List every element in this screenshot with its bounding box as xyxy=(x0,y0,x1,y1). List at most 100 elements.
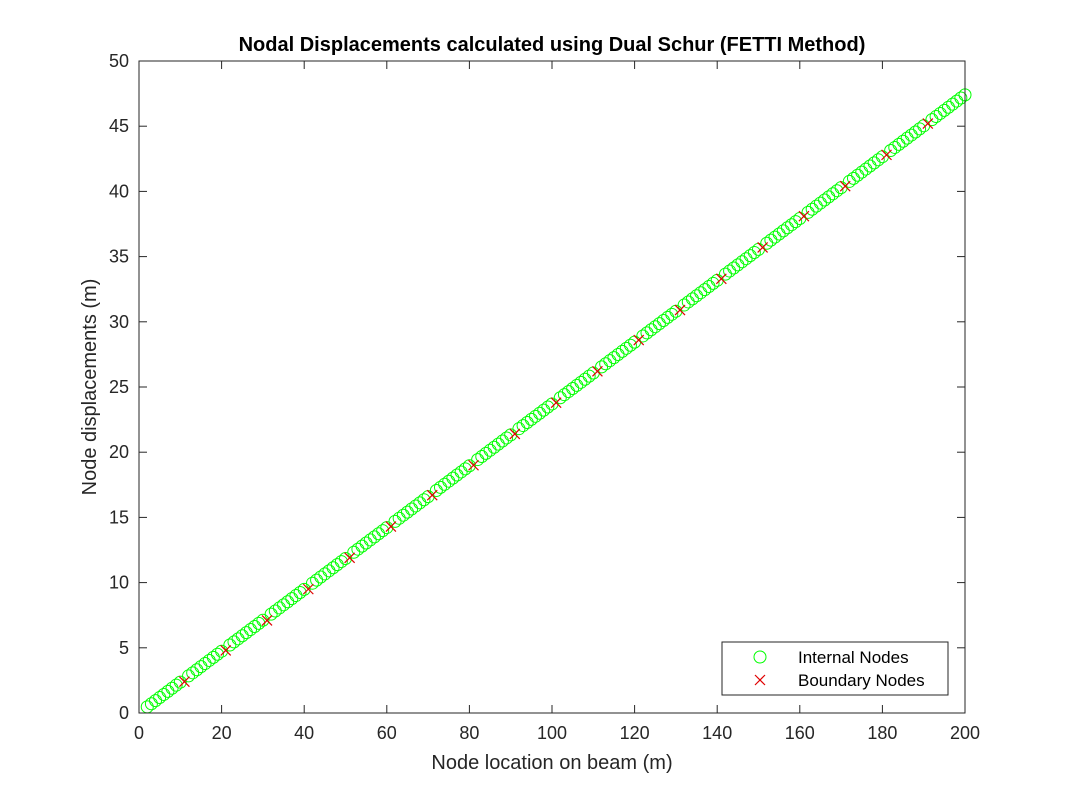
y-axis-title: Node displacements (m) xyxy=(79,279,101,496)
internal-node-point xyxy=(322,564,336,578)
boundary-node-point xyxy=(468,459,479,471)
internal-node-point xyxy=(941,100,955,114)
internal-node-point xyxy=(334,555,348,569)
internal-node-point xyxy=(161,684,175,698)
internal-node-point xyxy=(640,326,654,340)
internal-node-point xyxy=(433,480,447,494)
boundary-node-point xyxy=(344,552,356,564)
internal-node-point xyxy=(454,465,468,479)
internal-node-point xyxy=(289,589,303,603)
internal-node-point xyxy=(450,468,464,482)
internal-node-point xyxy=(904,128,918,142)
internal-node-point xyxy=(739,252,753,266)
boundary-node-point xyxy=(179,676,190,688)
internal-node-point xyxy=(826,187,840,201)
boundary-node-point xyxy=(633,334,645,346)
boundary-node-point xyxy=(839,180,851,192)
internal-node-point xyxy=(677,298,691,312)
internal-node-point xyxy=(347,545,361,559)
boundary-node-point xyxy=(798,210,810,222)
internal-node-point xyxy=(747,246,761,260)
internal-node-point xyxy=(888,140,902,154)
internal-node-point xyxy=(582,369,596,383)
internal-node-point xyxy=(491,437,505,451)
internal-node-point xyxy=(533,406,547,420)
internal-node-point xyxy=(619,341,633,355)
internal-node-point xyxy=(528,409,542,423)
internal-node-point xyxy=(487,440,501,454)
boundary-node-point xyxy=(509,428,521,440)
internal-node-point xyxy=(846,171,860,185)
internal-node-point xyxy=(731,258,745,272)
y-tick-label: 25 xyxy=(109,377,129,397)
internal-node-point xyxy=(297,582,311,596)
boundary-node-point xyxy=(592,365,603,377)
internal-node-point xyxy=(764,233,778,247)
legend-boundary-nodes-label: Boundary Nodes xyxy=(798,671,925,690)
internal-node-point xyxy=(842,174,856,188)
internal-node-point xyxy=(562,385,576,399)
x-tick-label: 40 xyxy=(294,723,314,743)
boundary-node-point xyxy=(261,614,273,626)
internal-node-point xyxy=(859,162,873,176)
internal-node-point xyxy=(723,264,737,278)
internal-node-point xyxy=(595,360,609,374)
internal-node-point xyxy=(681,295,695,309)
internal-node-point xyxy=(198,657,212,671)
internal-node-point xyxy=(657,314,671,328)
internal-node-point xyxy=(367,530,381,544)
internal-node-point xyxy=(376,524,390,538)
internal-node-point xyxy=(830,184,844,198)
internal-node-point xyxy=(182,669,196,683)
internal-node-point xyxy=(239,626,253,640)
boundary-node-point xyxy=(426,489,438,501)
internal-node-point xyxy=(578,372,592,386)
internal-node-point xyxy=(690,289,704,303)
internal-node-point xyxy=(438,477,452,491)
legend-internal-nodes-label: Internal Nodes xyxy=(798,648,909,667)
internal-node-point xyxy=(504,428,518,442)
internal-node-point xyxy=(512,422,526,436)
internal-node-point xyxy=(462,459,476,473)
internal-node-point xyxy=(892,137,906,151)
internal-node-point xyxy=(244,623,258,637)
internal-node-point xyxy=(305,576,319,590)
internal-node-point xyxy=(202,653,216,667)
internal-node-point xyxy=(194,660,208,674)
boundary-node-point xyxy=(550,397,562,409)
legend: Internal Nodes Boundary Nodes xyxy=(721,641,949,696)
internal-node-point xyxy=(446,471,460,485)
legend-circle-marker-icon xyxy=(753,650,767,664)
internal-node-point xyxy=(248,619,262,633)
internal-node-point xyxy=(946,97,960,111)
internal-node-point xyxy=(153,691,167,705)
y-tick-label: 0 xyxy=(119,703,129,723)
x-tick-label: 80 xyxy=(459,723,479,743)
internal-node-point xyxy=(785,218,799,232)
internal-node-point xyxy=(871,153,885,167)
internal-node-point xyxy=(396,508,410,522)
internal-node-point xyxy=(227,635,241,649)
boundary-node-point xyxy=(881,149,892,161)
internal-node-point xyxy=(495,434,509,448)
boundary-node-point xyxy=(715,273,727,285)
internal-node-point xyxy=(442,474,456,488)
internal-node-point xyxy=(235,629,249,643)
y-tick-label: 50 xyxy=(109,51,129,71)
internal-node-point xyxy=(165,681,179,695)
internal-node-point xyxy=(718,267,732,281)
y-tick-label: 15 xyxy=(109,507,129,527)
internal-node-point xyxy=(652,317,666,331)
plot-area xyxy=(139,61,965,713)
internal-node-point xyxy=(623,338,637,352)
internal-node-point xyxy=(405,502,419,516)
internal-node-point xyxy=(822,190,836,204)
boundary-node-point xyxy=(220,644,232,656)
internal-node-point xyxy=(537,403,551,417)
internal-node-point xyxy=(516,419,530,433)
internal-node-point xyxy=(661,310,675,324)
x-tick-label: 100 xyxy=(537,723,567,743)
internal-node-point xyxy=(268,604,282,618)
axes-box xyxy=(138,60,966,714)
internal-node-point xyxy=(318,567,332,581)
